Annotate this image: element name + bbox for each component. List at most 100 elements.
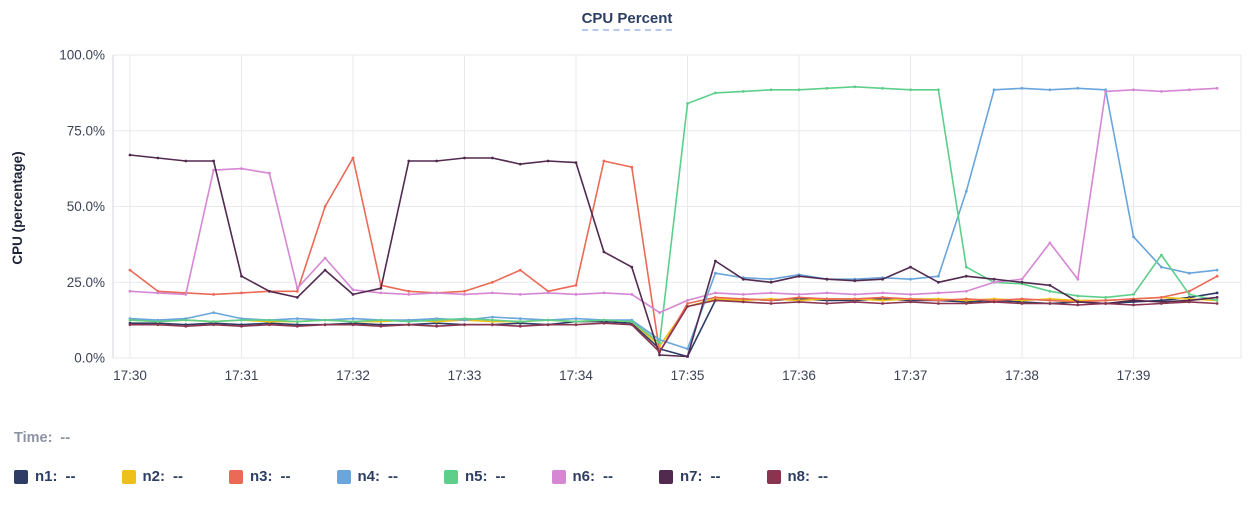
series-point-n8 <box>212 323 216 327</box>
legend-item-n4[interactable]: n4: -- <box>336 468 398 485</box>
series-point-n6 <box>212 168 216 172</box>
series-point-n8 <box>686 305 689 308</box>
series-point-n7 <box>295 296 299 299</box>
series-point-n3 <box>714 296 717 299</box>
series-point-n7 <box>769 280 773 284</box>
series-point-n5 <box>602 318 606 322</box>
series-point-n8 <box>546 323 550 327</box>
series-point-n7 <box>351 293 355 296</box>
legend-item-n2[interactable]: n2: -- <box>121 468 183 485</box>
legend-swatch <box>14 469 28 484</box>
series-line-n3[interactable] <box>129 157 1218 353</box>
series-point-n3 <box>1215 274 1219 278</box>
series-point-n6 <box>351 288 355 292</box>
series-point-n6 <box>714 291 717 295</box>
legend-series-value: -- <box>603 468 613 485</box>
series-point-n3 <box>407 289 411 293</box>
series-point-n5 <box>240 318 243 322</box>
series-point-n6 <box>741 293 745 296</box>
series-point-n6 <box>1187 88 1191 92</box>
series-point-n6 <box>1215 86 1219 90</box>
series-point-n7 <box>546 159 550 163</box>
series-point-n6 <box>937 291 940 295</box>
series-point-n8 <box>435 324 438 328</box>
series-point-n8 <box>463 323 466 327</box>
series-point-n3 <box>574 283 578 287</box>
x-tick-label: 17:30 <box>113 368 147 383</box>
series-point-n6 <box>881 291 884 295</box>
series-point-n5 <box>351 320 355 323</box>
legend-item-n5[interactable]: n5: -- <box>444 468 506 485</box>
series-point-n8 <box>407 323 411 327</box>
series-point-n6 <box>546 291 550 295</box>
series-point-n5 <box>1215 299 1219 302</box>
series-point-n6 <box>518 293 522 296</box>
chart-area: CPU (percentage) 17:30 17:31 17:32 17:33 17:… <box>0 30 1254 410</box>
legend-item-n1[interactable]: n1: -- <box>14 468 76 485</box>
legend-item-n7[interactable]: n7: -- <box>659 468 721 485</box>
legend-series-value: -- <box>710 468 721 485</box>
series-line-n7[interactable] <box>129 154 1218 358</box>
series-line-n5[interactable] <box>129 85 1218 344</box>
series-point-n6 <box>268 171 271 175</box>
cpu-line-chart[interactable]: 17:30 17:31 17:32 17:33 17:34 17:35 17:36 17:37… <box>0 30 1254 410</box>
series-point-n3 <box>351 156 355 160</box>
series-point-n3 <box>881 296 884 299</box>
series-line-n1[interactable] <box>129 292 1218 358</box>
series-point-n8 <box>1187 300 1191 304</box>
legend-swatch <box>444 469 458 484</box>
series-point-n5 <box>658 341 661 345</box>
series-point-n8 <box>797 300 801 304</box>
series-point-n7 <box>992 277 996 281</box>
legend-series-label: n2: <box>142 468 166 485</box>
series-point-n5 <box>268 318 271 322</box>
chart-title[interactable]: CPU Percent <box>581 10 673 31</box>
series-point-n7 <box>184 159 188 163</box>
series-point-n8 <box>909 300 912 304</box>
legend-swatch <box>551 469 566 484</box>
series-point-n8 <box>491 323 494 327</box>
series-point-n7 <box>463 156 466 160</box>
series-point-n6 <box>825 291 829 295</box>
series-point-n4 <box>1132 235 1135 239</box>
legend-series-value: -- <box>818 468 828 485</box>
series-point-n4 <box>574 317 578 320</box>
series-point-n5 <box>1160 253 1163 257</box>
series-line-n8[interactable] <box>129 299 1218 353</box>
series-point-n5 <box>156 320 160 323</box>
series-point-n3 <box>909 297 912 301</box>
x-tick-label: 17:32 <box>336 368 370 383</box>
series-point-n5 <box>323 318 327 322</box>
series-line-n4[interactable] <box>129 87 1218 350</box>
series-point-n4 <box>1076 86 1080 90</box>
series-point-n5 <box>212 320 216 323</box>
series-point-n8 <box>630 323 634 327</box>
series-line-n6[interactable] <box>129 87 1218 314</box>
series-point-n8 <box>240 324 243 328</box>
series-point-n3 <box>797 296 801 299</box>
series-point-n8 <box>351 323 355 327</box>
series-point-n7 <box>630 265 634 269</box>
series-point-n8 <box>518 324 522 328</box>
series-point-n6 <box>769 291 773 295</box>
series-point-n7 <box>853 279 857 283</box>
series-point-n5 <box>1132 293 1135 296</box>
series-point-n8 <box>268 323 271 327</box>
legend-item-n3[interactable]: n3: -- <box>229 468 291 485</box>
series-point-n3 <box>630 165 634 169</box>
y-tick-label: 25.0% <box>67 275 105 290</box>
series-point-n8 <box>1104 302 1107 305</box>
time-readout: Time: -- <box>0 430 1254 446</box>
legend-item-n6[interactable]: n6: -- <box>551 468 613 485</box>
series-point-n8 <box>992 300 996 304</box>
series-point-n3 <box>964 297 968 301</box>
series-point-n8 <box>714 299 717 302</box>
series-point-n3 <box>323 205 327 208</box>
series-point-n4 <box>295 317 299 320</box>
series-point-n6 <box>964 289 968 293</box>
series-point-n8 <box>128 323 132 327</box>
series-point-n2 <box>881 299 884 302</box>
series-point-n6 <box>240 167 243 171</box>
series-point-n6 <box>156 291 160 295</box>
legend-item-n8[interactable]: n8: -- <box>766 468 828 485</box>
